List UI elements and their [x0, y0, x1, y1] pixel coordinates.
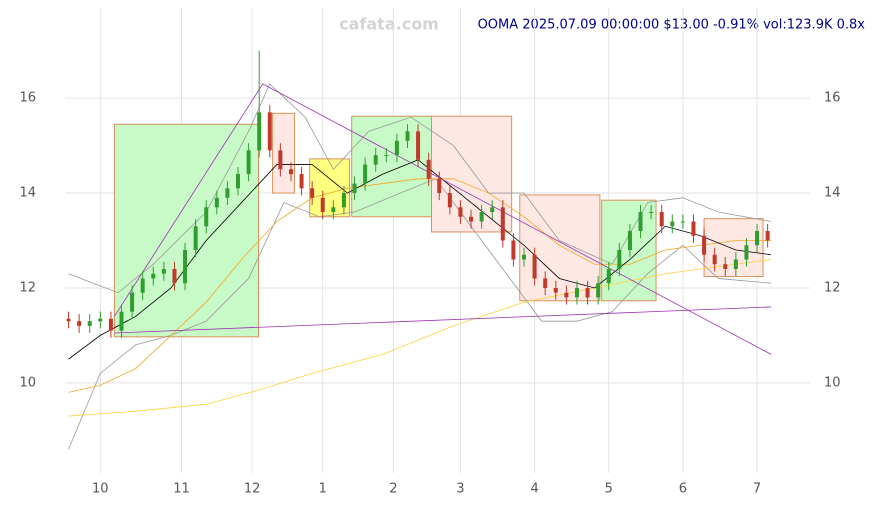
candle-body: [193, 226, 198, 250]
candle-body: [617, 249, 622, 269]
candle-body: [331, 207, 336, 213]
chart-title: OOMA 2025.07.09 00:00:00 $13.00 -0.91% v…: [478, 18, 866, 33]
candle-body: [352, 183, 357, 194]
candle-body: [733, 259, 738, 269]
candle-body: [373, 155, 378, 165]
candle-body: [363, 164, 368, 184]
candle-body: [225, 188, 230, 198]
x-tick-label: 10: [92, 482, 109, 497]
y-tick-label-right: 10: [824, 375, 841, 390]
candle-body: [299, 174, 304, 189]
candle-body: [214, 197, 219, 208]
candle-body: [596, 283, 601, 298]
candle-body: [394, 140, 399, 156]
y-tick-label: 10: [19, 375, 36, 390]
candle-body: [606, 268, 611, 284]
candle-body: [320, 197, 325, 213]
candle-body: [108, 318, 113, 331]
line: [68, 259, 772, 417]
candle-body: [204, 207, 209, 227]
candle-body: [405, 131, 410, 141]
candle-body: [585, 287, 590, 298]
candle-body: [680, 221, 685, 223]
candle-body: [744, 245, 749, 260]
candle-body: [183, 249, 188, 284]
candle-body: [564, 292, 569, 298]
candle-body: [627, 231, 632, 250]
x-tick-label: 4: [530, 482, 538, 497]
candle-body: [490, 207, 495, 213]
candle-body: [151, 273, 156, 279]
x-tick-label: 7: [753, 482, 761, 497]
candle-body: [140, 278, 145, 293]
candle-body: [236, 174, 241, 189]
candle-body: [670, 221, 675, 227]
y-tick-label-right: 12: [824, 280, 841, 295]
x-tick-label: 12: [244, 482, 261, 497]
candle-body: [416, 131, 421, 160]
line: [68, 178, 772, 393]
y-tick-label-right: 16: [824, 91, 841, 106]
candle-body: [77, 321, 82, 326]
x-tick-label: 11: [173, 482, 190, 497]
candle-body: [384, 155, 389, 157]
candle-body: [638, 212, 643, 232]
candle-body: [712, 254, 717, 265]
y-tick-label-right: 14: [824, 186, 841, 201]
candle-body: [130, 292, 135, 312]
x-tick-label: 2: [389, 482, 397, 497]
y-tick-label: 12: [19, 280, 36, 295]
candle-body: [98, 318, 103, 322]
candle-body: [574, 287, 579, 298]
candle-body: [723, 264, 728, 269]
line: [114, 306, 772, 334]
zone: [519, 194, 601, 302]
candle-body: [511, 240, 516, 260]
candle-body: [469, 216, 474, 222]
candle-body: [543, 278, 548, 288]
candle-body: [310, 188, 315, 198]
candle-body: [341, 193, 346, 208]
watermark: cafata.com: [339, 15, 439, 34]
candle-body: [447, 193, 452, 208]
candle-body: [172, 268, 177, 284]
x-tick-label: 6: [679, 482, 687, 497]
candle-body: [119, 311, 124, 331]
candle-body: [288, 169, 293, 175]
candle-body: [500, 207, 505, 241]
candle-body: [765, 231, 770, 241]
candle-body: [702, 235, 707, 255]
candle-body: [278, 150, 283, 170]
candle-body: [246, 150, 251, 175]
candle-body: [87, 321, 92, 326]
candle-body: [691, 221, 696, 236]
x-tick-label: 3: [456, 482, 464, 497]
candle-body: [479, 212, 484, 222]
candle-body: [553, 287, 558, 293]
zone: [113, 123, 259, 338]
candle-body: [257, 112, 262, 151]
x-tick-label: 5: [605, 482, 613, 497]
candle-body: [458, 207, 463, 217]
line: [68, 178, 772, 450]
candle-body: [267, 112, 272, 151]
line: [114, 83, 772, 355]
candle-body: [659, 212, 664, 227]
candle-body: [532, 254, 537, 279]
x-tick-label: 1: [319, 482, 327, 497]
y-tick-label: 16: [19, 91, 36, 106]
candle-body: [649, 212, 654, 214]
candle-body: [66, 318, 71, 322]
candle-body: [161, 268, 166, 274]
candle-body: [426, 159, 431, 179]
candle-body: [522, 254, 527, 260]
y-tick-label: 14: [19, 186, 36, 201]
candle-body: [437, 178, 442, 194]
zone: [601, 199, 657, 302]
zone: [703, 218, 764, 278]
candle-body: [755, 231, 760, 246]
zone: [430, 115, 513, 233]
